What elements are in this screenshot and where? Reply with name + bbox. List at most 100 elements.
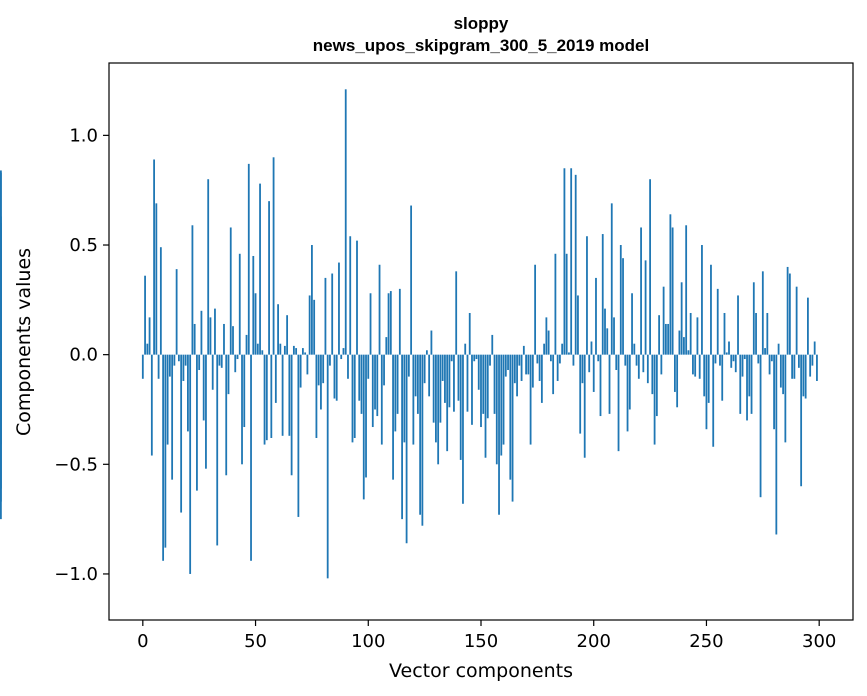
bar [667, 323, 670, 355]
bar [536, 354, 539, 364]
bar [786, 266, 789, 355]
bar [561, 343, 564, 355]
bar [559, 354, 561, 364]
bar [263, 354, 266, 445]
bar [802, 354, 805, 397]
bar [471, 354, 473, 425]
bar [653, 354, 656, 445]
bar [622, 258, 624, 355]
y-tick-label: −1.0 [54, 564, 98, 585]
bar [342, 348, 345, 355]
bar [450, 354, 453, 362]
bar [220, 354, 223, 368]
bar [757, 354, 760, 364]
bar [338, 262, 340, 355]
bar [563, 168, 566, 355]
bar [227, 354, 230, 395]
bar [371, 354, 374, 428]
bar [572, 354, 575, 366]
bar [304, 352, 307, 355]
bar [234, 354, 237, 373]
bar [721, 354, 724, 401]
bar [200, 310, 203, 355]
bar [633, 343, 636, 355]
bar [793, 354, 796, 379]
bar [669, 214, 672, 355]
bar [549, 354, 552, 362]
bar [730, 354, 733, 368]
bar [565, 253, 568, 355]
bar [468, 312, 471, 355]
bar [150, 354, 153, 456]
bar [270, 354, 273, 438]
bar [694, 354, 697, 377]
bar [180, 354, 183, 513]
bar [761, 271, 764, 355]
bar [579, 354, 582, 434]
bar [766, 312, 769, 355]
bar [301, 348, 304, 355]
bar [299, 354, 302, 388]
bar [586, 236, 588, 355]
y-axis-label: Components values [13, 248, 35, 436]
bar [651, 354, 654, 395]
bar [464, 343, 467, 355]
bar [795, 286, 798, 355]
bar [218, 354, 221, 366]
bar [673, 354, 676, 392]
bar [538, 354, 541, 381]
bar [807, 297, 809, 355]
bar [324, 277, 327, 355]
bar [193, 323, 196, 355]
bar [608, 354, 611, 414]
bar [184, 354, 187, 366]
bar [574, 174, 577, 355]
bar [597, 354, 600, 362]
bar [340, 354, 343, 360]
bar [187, 354, 189, 432]
bar [288, 354, 291, 436]
bar [592, 354, 595, 392]
bar [410, 205, 413, 355]
bar [236, 354, 239, 360]
bar [311, 245, 313, 355]
bar [522, 345, 525, 355]
chart-title-line-1: sloppy [454, 14, 509, 33]
bar [491, 334, 494, 355]
bar [723, 312, 726, 355]
bar [728, 341, 730, 355]
bar [171, 354, 174, 480]
bar [493, 354, 496, 414]
bar [173, 354, 176, 366]
bar [590, 341, 593, 355]
bar [628, 354, 631, 410]
bar [552, 354, 555, 395]
bar [459, 354, 462, 460]
x-tick-label: 200 [577, 631, 611, 652]
bar [604, 308, 606, 355]
bar [797, 354, 800, 368]
bar [290, 354, 293, 476]
bar [737, 295, 739, 355]
bar [617, 354, 620, 452]
bar [595, 277, 597, 355]
bar [692, 354, 694, 375]
bar [527, 354, 530, 375]
bar [719, 354, 721, 366]
bar [369, 293, 372, 355]
bar [376, 354, 379, 417]
bar [660, 354, 663, 375]
bar [196, 354, 198, 491]
bar [356, 240, 358, 355]
bar [148, 317, 151, 355]
bar [329, 354, 331, 366]
bar [425, 350, 428, 355]
bar [367, 354, 370, 379]
bar [362, 354, 365, 500]
bar [295, 348, 298, 355]
bar [455, 271, 458, 355]
bar [664, 323, 667, 355]
bar [437, 354, 440, 465]
